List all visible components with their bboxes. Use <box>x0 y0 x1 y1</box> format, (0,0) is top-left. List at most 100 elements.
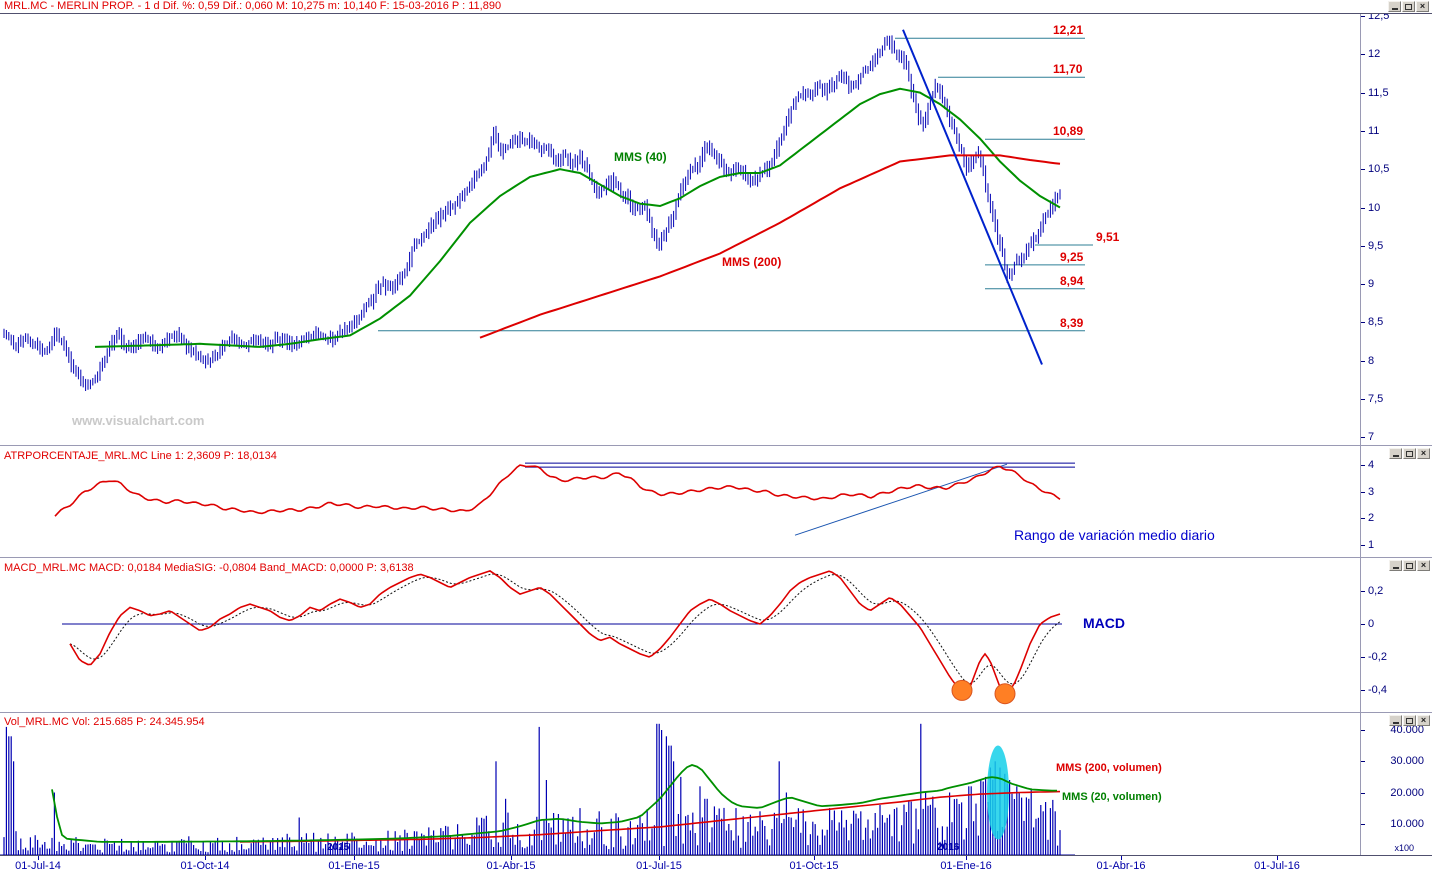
axis-tick-label: 8,5 <box>1368 316 1384 329</box>
maximize-icon <box>1406 562 1413 569</box>
panel-window-controls: × <box>1389 448 1430 459</box>
axis-tick-mark <box>1361 491 1365 493</box>
date-axis-tick <box>659 856 660 860</box>
axis-tick-mark <box>1361 92 1365 94</box>
close-button[interactable]: × <box>1417 715 1430 726</box>
window-controls: × <box>1388 1 1429 12</box>
axis-tick-label: 20.000 <box>1390 786 1424 799</box>
minimize-button[interactable] <box>1388 1 1401 12</box>
date-axis-label: 01-Jul-15 <box>636 860 682 872</box>
atr-chart-canvas[interactable] <box>0 446 1360 557</box>
date-axis-label: 01-Oct-14 <box>180 860 230 872</box>
axis-tick-label: 1 <box>1368 538 1375 551</box>
vol-mms20-label: MMS (20, volumen) <box>1062 791 1162 803</box>
macd-axis[interactable]: × 0,2 0 -0,2 -0,4 <box>1360 558 1432 712</box>
axis-tick-mark <box>1361 207 1365 209</box>
chart-header-bar: MRL.MC - MERLIN PROP. - 1 d Dif. %: 0,59… <box>0 0 1432 14</box>
minimize-button[interactable] <box>1389 715 1402 726</box>
minimize-button[interactable] <box>1389 448 1402 459</box>
close-button[interactable]: × <box>1417 560 1430 571</box>
axis-tick-mark <box>1361 730 1365 731</box>
atr-panel: ATRPORCENTAJE_MRL.MC Line 1: 2,3609 P: 1… <box>0 445 1432 557</box>
atr-ascending-trendline <box>794 463 1008 536</box>
close-icon: × <box>1420 715 1427 725</box>
price-chart-canvas[interactable] <box>0 14 1360 445</box>
maximize-button[interactable] <box>1402 1 1415 12</box>
close-icon: × <box>1420 560 1427 570</box>
axis-tick-label: 12 <box>1368 48 1381 61</box>
maximize-icon <box>1406 717 1413 724</box>
axis-tick-mark <box>1361 54 1365 56</box>
date-axis-tick <box>511 856 512 860</box>
axis-tick-mark <box>1361 245 1365 247</box>
mms200-line <box>479 154 1061 339</box>
vol-mms200-line <box>239 790 1061 843</box>
date-axis-tick <box>205 856 206 860</box>
axis-tick-label: -0,2 <box>1368 651 1387 664</box>
atr-axis[interactable]: × 4 3 2 1 <box>1360 446 1432 557</box>
volume-axis[interactable]: × x100 40.000 30.000 20.000 10.000 <box>1360 713 1432 855</box>
date-axis-tick <box>814 856 815 860</box>
macd-chart-canvas[interactable] <box>0 558 1360 712</box>
close-button[interactable]: × <box>1417 448 1430 459</box>
axis-tick-mark <box>1361 322 1365 324</box>
axis-tick-mark <box>1361 16 1365 17</box>
axis-tick-label: 10.000 <box>1390 817 1424 830</box>
date-axis-tick <box>354 856 355 860</box>
axis-tick-mark <box>1361 761 1365 763</box>
maximize-button[interactable] <box>1403 448 1416 459</box>
axis-tick-label: 9,5 <box>1368 239 1384 252</box>
axis-tick-mark <box>1361 360 1365 362</box>
panel-window-controls: × <box>1389 560 1430 571</box>
instrument-title: MRL.MC - MERLIN PROP. - 1 d Dif. %: 0,59… <box>4 0 502 12</box>
maximize-button[interactable] <box>1403 715 1416 726</box>
minimize-icon <box>1392 567 1399 569</box>
minimize-button[interactable] <box>1389 560 1402 571</box>
mms200-line-label: MMS (200) <box>722 255 782 269</box>
mms40-line-label: MMS (40) <box>614 150 667 164</box>
macd-low-marker <box>994 683 1016 705</box>
volume-chart-canvas[interactable] <box>0 713 1360 855</box>
descending-trendline <box>902 29 1043 365</box>
price-level-label: 12,21 <box>1053 23 1084 38</box>
volume-panel: Vol_MRL.MC Vol: 215.685 P: 24.345.954 MM… <box>0 712 1432 855</box>
axis-tick-mark <box>1361 169 1365 171</box>
year-label: 2016 <box>937 842 960 853</box>
date-axis-label: 01-Abr-16 <box>1096 860 1146 872</box>
date-axis-label: 01-Abr-15 <box>486 860 536 872</box>
price-axis[interactable]: 12,5 12 11,5 11 10,5 10 9,5 9 8,5 8 7,5 7 <box>1360 14 1432 445</box>
axis-tick-label: 11 <box>1368 124 1380 137</box>
axis-tick-label: 8 <box>1368 354 1375 367</box>
price-panel: MMS (40) MMS (200) www.visualchart.com 1… <box>0 14 1432 445</box>
axis-tick-label: 10 <box>1368 201 1381 214</box>
mms40-line <box>94 87 1061 348</box>
maximize-button[interactable] <box>1403 560 1416 571</box>
macd-signal-line <box>69 573 1061 685</box>
volume-highlight-ellipse <box>987 745 1009 840</box>
macd-panel-title: MACD_MRL.MC MACD: 0,0184 MediaSIG: -0,08… <box>4 562 414 574</box>
price-level-label: 11,70 <box>1053 62 1083 77</box>
axis-tick-label: 2 <box>1368 512 1375 524</box>
atr-panel-title: ATRPORCENTAJE_MRL.MC Line 1: 2,3609 P: 1… <box>4 450 277 462</box>
axis-tick-label: 7,5 <box>1368 393 1384 405</box>
axis-tick-label: 4 <box>1368 459 1375 471</box>
price-level-label: 8,39 <box>1060 315 1084 330</box>
axis-tick-mark <box>1361 624 1365 625</box>
axis-tick-mark <box>1361 690 1365 692</box>
date-axis-tick <box>966 856 967 860</box>
year-label: 2015 <box>327 842 350 853</box>
watermark: www.visualchart.com <box>72 413 205 428</box>
axis-tick-label: -0,4 <box>1368 684 1387 697</box>
date-axis-tick <box>1277 856 1278 860</box>
price-level-label: 9,25 <box>1060 249 1084 264</box>
date-axis-label: 01-Jul-14 <box>15 860 61 872</box>
axis-tick-mark <box>1361 590 1365 592</box>
date-axis[interactable]: 01-Jul-14 01-Oct-14 01-Ene-15 01-Abr-15 01-J… <box>0 855 1432 874</box>
axis-tick-mark <box>1361 518 1365 519</box>
panel-window-controls: × <box>1389 715 1430 726</box>
macd-low-marker <box>951 679 973 701</box>
close-button[interactable]: × <box>1416 1 1429 12</box>
volume-panel-title: Vol_MRL.MC Vol: 215.685 P: 24.345.954 <box>4 716 205 728</box>
date-axis-label: 01-Oct-15 <box>789 860 839 872</box>
